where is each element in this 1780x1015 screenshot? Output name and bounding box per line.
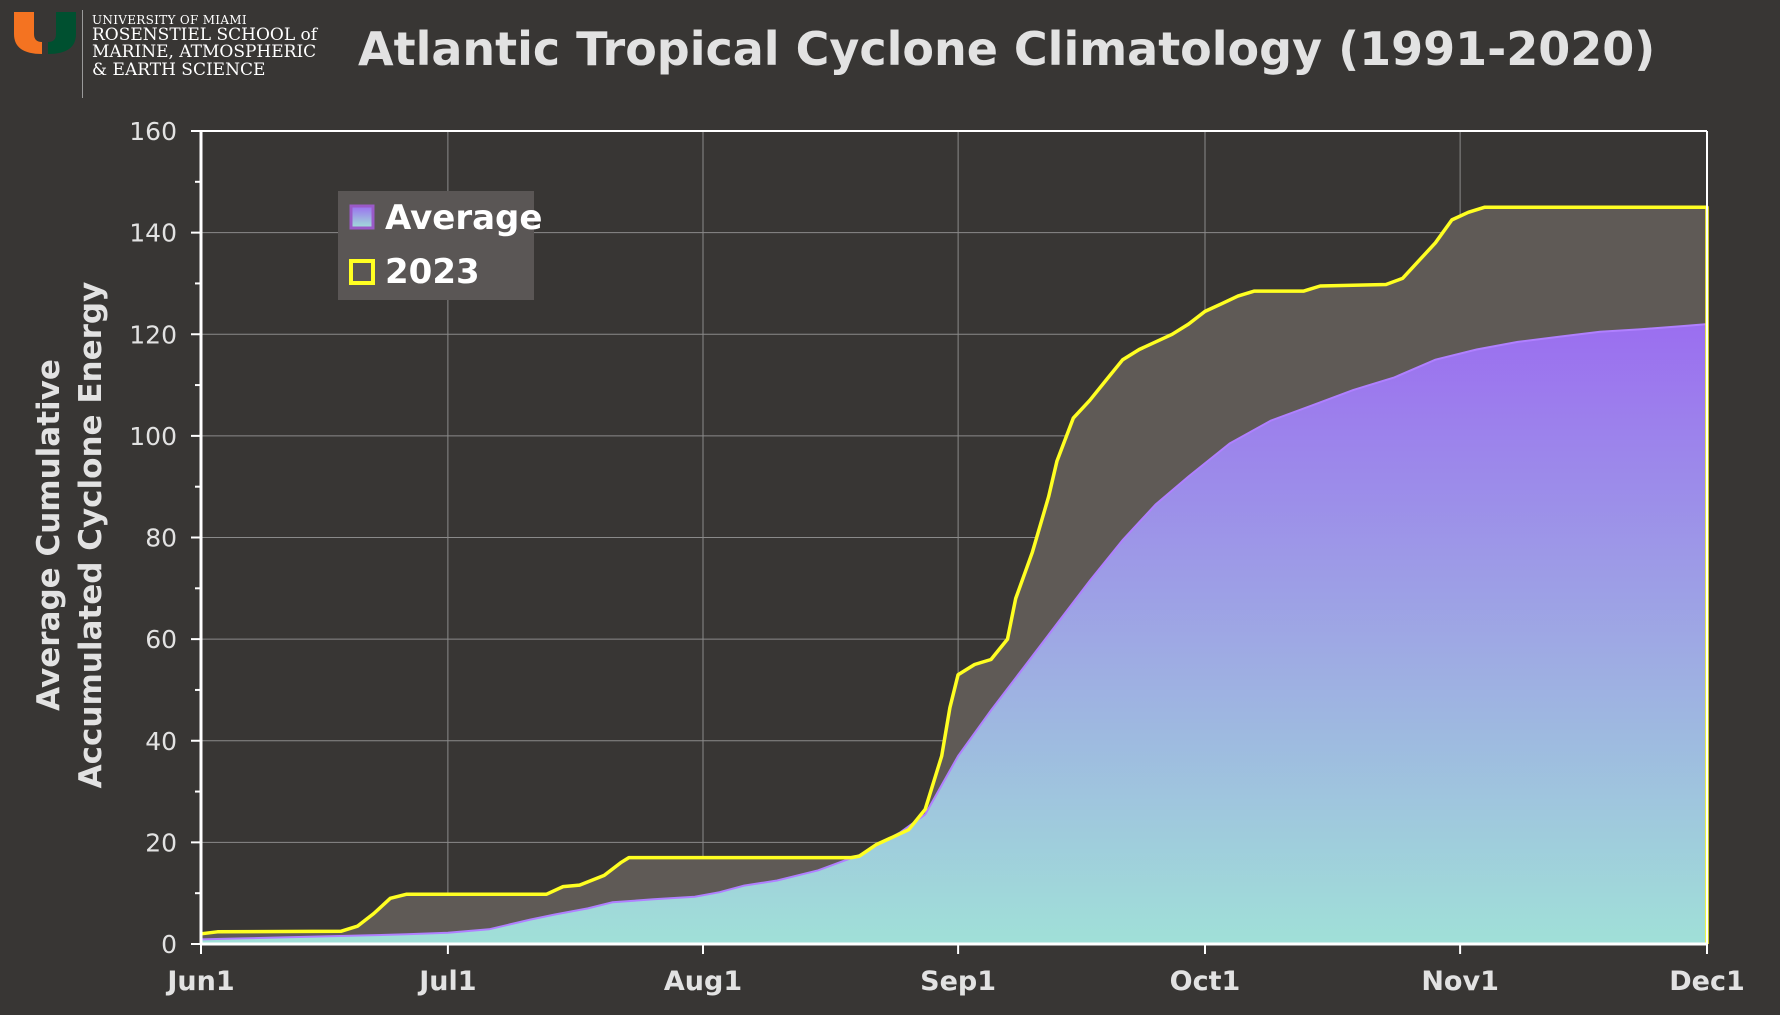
legend-2023-swatch [349, 259, 375, 285]
series-2023-line [200, 205, 1709, 944]
logo-line-2: ROSENSTIEL SCHOOL of [92, 24, 318, 45]
average-ace-area [201, 324, 1707, 945]
x-tick-label: Sep1 [920, 966, 996, 997]
legend-average-swatch [349, 204, 375, 230]
logo-line-3: MARINE, ATMOSPHERIC [92, 42, 317, 63]
y-tick-label: 100 [129, 422, 177, 451]
school-logo-text: UNIVERSITY OF MIAMI ROSENSTIEL SCHOOL of… [92, 14, 317, 80]
logo-line-4: & EARTH SCIENCE [92, 60, 266, 81]
logo-line-1: UNIVERSITY OF MIAMI [92, 13, 247, 27]
x-tick-label: Aug1 [664, 966, 742, 997]
y-tick-label: 160 [129, 117, 177, 146]
y-tick-label: 80 [145, 524, 177, 553]
x-tick-label: Nov1 [1421, 966, 1499, 997]
chart-title: Atlantic Tropical Cyclone Climatology (1… [358, 22, 1656, 76]
university-u-logo [14, 12, 76, 58]
y-tick-label: 0 [161, 930, 177, 959]
y-tick-label: 120 [129, 320, 177, 349]
x-tick-label: Jun1 [165, 966, 234, 997]
y-tick-label: 20 [145, 828, 177, 857]
legend: Average 2023 [338, 191, 542, 300]
x-tick-label: Dec1 [1669, 966, 1745, 997]
y-tick-label: 40 [145, 727, 177, 756]
x-tick-label: Oct1 [1170, 966, 1241, 997]
logo-divider [82, 10, 83, 98]
legend-average-label: Average [385, 198, 542, 238]
y-tick-label: 60 [145, 625, 177, 654]
x-tick-label: Jul1 [417, 966, 476, 997]
y-tick-label: 140 [129, 219, 177, 248]
u-logo-icon [14, 12, 76, 54]
legend-2023-label: 2023 [385, 252, 480, 292]
average-ace-line [200, 323, 1708, 941]
